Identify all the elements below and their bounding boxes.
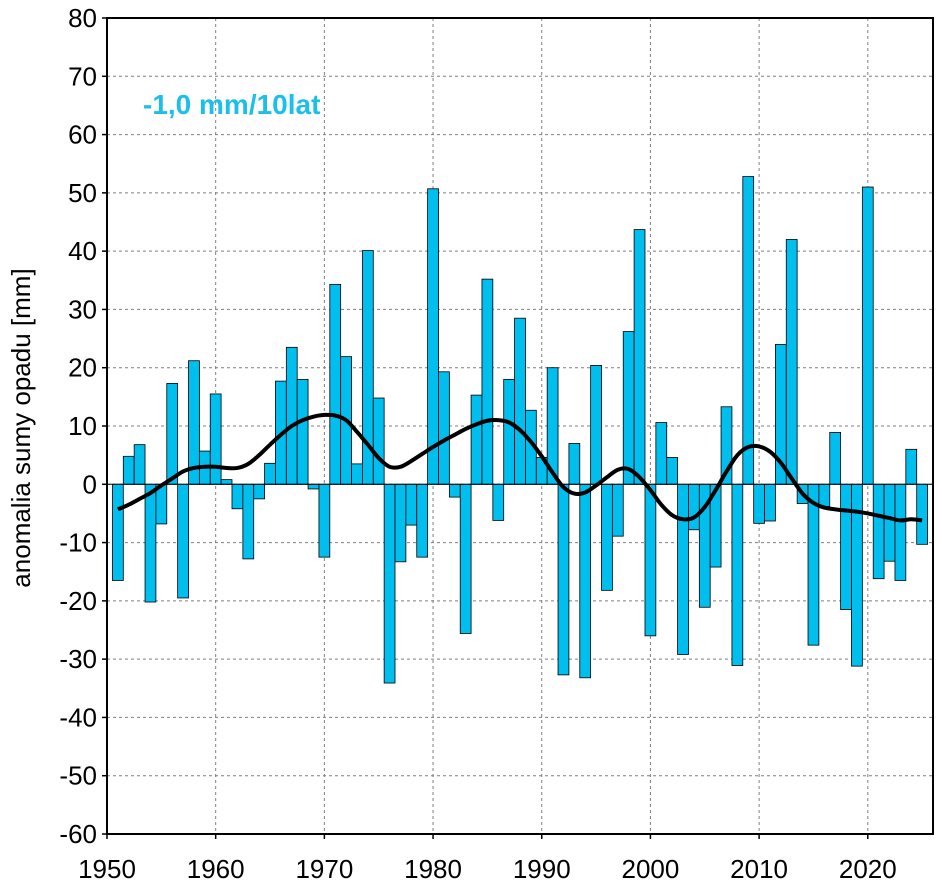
trend-curve [117, 412, 923, 523]
bar-2002 [666, 457, 678, 485]
y-tick-label: 0 [83, 469, 97, 499]
bar-1954 [144, 483, 157, 603]
y-tick-label: 10 [68, 411, 97, 441]
bar-1986 [492, 483, 505, 521]
y-tick-label: 40 [68, 236, 97, 266]
bar-1982 [448, 483, 461, 498]
bar-1999 [633, 229, 646, 485]
bar-1957 [177, 483, 189, 599]
bar-1988 [514, 317, 526, 485]
bar-1952 [122, 455, 135, 485]
bar-1980 [427, 188, 439, 485]
bar-1971 [329, 283, 342, 485]
x-axis-ticks: 1950 1960 1970 1980 1990 2000 2010 2020 [78, 834, 897, 884]
bar-1979 [416, 483, 429, 558]
bar-2000 [644, 483, 657, 637]
bar-2022 [883, 483, 896, 562]
bar-1953 [133, 444, 146, 485]
bar-1997 [611, 483, 624, 537]
y-tick-label: -20 [59, 586, 97, 616]
bar-1978 [405, 483, 418, 526]
bar-1956 [166, 383, 179, 485]
bar-1976 [383, 483, 396, 684]
bar-2011 [764, 483, 776, 522]
y-tick-label: 80 [68, 3, 97, 33]
bar-2010 [753, 483, 765, 524]
bar-1975 [372, 397, 385, 485]
x-tick-label: 1990 [513, 854, 571, 884]
bar-1984 [470, 394, 483, 485]
bar-2024 [905, 448, 918, 485]
x-tick-label: 2000 [621, 854, 679, 884]
bar-1985 [481, 278, 494, 485]
bar-1987 [503, 378, 515, 485]
bar-1983 [459, 483, 472, 634]
y-tick-label: -60 [59, 819, 97, 849]
trend-annotation: -1,0 mm/10lat [143, 89, 320, 120]
x-tick-label: 1970 [295, 854, 353, 884]
x-tick-label: 1960 [187, 854, 245, 884]
bar-2018 [840, 483, 852, 610]
bar-1961 [220, 479, 233, 485]
bar-1995 [590, 364, 602, 485]
bar-1996 [601, 483, 613, 591]
y-tick-label: 50 [68, 178, 97, 208]
x-tick-label: 2010 [730, 854, 788, 884]
y-tick-label: -50 [59, 761, 97, 791]
bar-1973 [351, 463, 363, 485]
bar-1963 [242, 483, 255, 560]
bar-2015 [807, 483, 820, 646]
bar-1960 [209, 393, 222, 485]
smoothed-trend-line [117, 412, 923, 523]
x-tick-label: 2020 [839, 854, 897, 884]
bar-2001 [655, 422, 668, 485]
bar-2008 [731, 483, 744, 666]
bar-1994 [579, 483, 592, 679]
bar-2021 [872, 483, 885, 580]
y-axis-label: anomalia sumy opadu [mm] [6, 268, 36, 587]
bar-1967 [285, 346, 298, 485]
bar-2009 [742, 176, 755, 485]
y-tick-label: 20 [68, 353, 97, 383]
bar-1951 [112, 483, 124, 581]
bar-1968 [296, 378, 309, 485]
bar-1964 [253, 483, 265, 500]
bar-1969 [307, 483, 320, 490]
bar-1977 [394, 483, 407, 563]
y-tick-label: 60 [68, 120, 97, 150]
bar-1965 [264, 462, 276, 485]
x-tick-label: 1950 [78, 854, 136, 884]
bar-1993 [568, 443, 581, 485]
y-tick-label: -10 [59, 528, 97, 558]
x-tick-label: 1980 [404, 854, 462, 884]
y-axis-ticks: 80 70 60 50 40 30 20 10 0 -10 -20 -30 -40 -50 -60 [59, 3, 107, 849]
y-tick-label: -40 [59, 702, 97, 732]
bar-1981 [438, 371, 450, 485]
y-tick-label: 70 [68, 61, 97, 91]
y-tick-label: 30 [68, 294, 97, 324]
bar-1962 [231, 483, 244, 510]
bar-2025 [916, 483, 928, 545]
bar-2003 [677, 483, 689, 655]
bar-2017 [829, 432, 842, 485]
bar-2023 [894, 483, 907, 581]
bar-1992 [557, 483, 570, 676]
bar-1970 [318, 483, 331, 558]
bar-2020 [861, 186, 874, 485]
bar-2013 [785, 239, 798, 485]
bar-2016 [818, 483, 831, 507]
bar-2004 [688, 483, 700, 531]
bar-1998 [622, 331, 635, 485]
y-tick-label: -30 [59, 644, 97, 674]
